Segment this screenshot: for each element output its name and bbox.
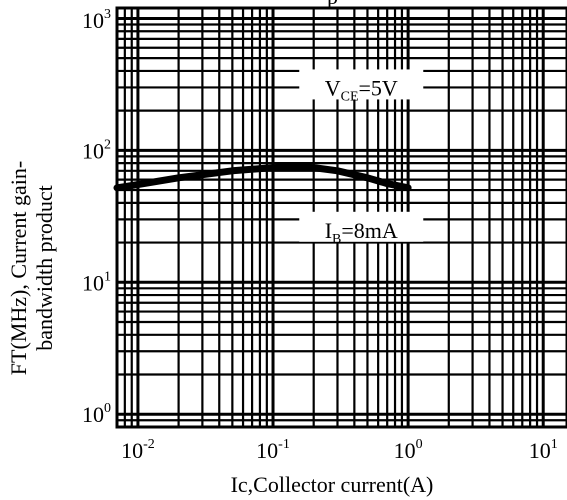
annotation-layer: VCE=5V IB=8mA <box>299 69 424 247</box>
y-axis-label-line-1: FT(MHz), Current gain- <box>6 161 31 375</box>
plot-frame <box>115 6 567 429</box>
y-axis-label-line-2: bandwidth product <box>32 185 57 351</box>
series-layer <box>113 163 412 192</box>
x-tick-label: 100 <box>394 437 423 463</box>
x-axis-label: Ic,Collector current(A) <box>231 472 434 497</box>
grid-layer <box>115 6 567 429</box>
y-tick-label: 101 <box>82 269 111 295</box>
x-tick-label: 101 <box>529 437 558 463</box>
tick-label-layer: 10-2 10-1 100 101 100 101 102 103 <box>82 7 558 463</box>
y-axis-label-group: FT(MHz), Current gain- bandwidth product <box>6 161 57 375</box>
fr-curve <box>113 163 412 192</box>
x-tick-label: 10-1 <box>256 437 290 463</box>
y-tick-label: 100 <box>82 401 111 427</box>
annotation-backing <box>299 211 424 242</box>
annotation-backing <box>299 69 424 100</box>
title-fragment: p <box>327 0 338 9</box>
y-tick-label: 102 <box>82 137 111 163</box>
y-tick-label: 103 <box>82 7 111 33</box>
vce-annotation: VCE=5V <box>325 75 398 104</box>
ib-annotation: IB=8mA <box>325 218 398 247</box>
x-tick-label: 10-2 <box>121 437 155 463</box>
